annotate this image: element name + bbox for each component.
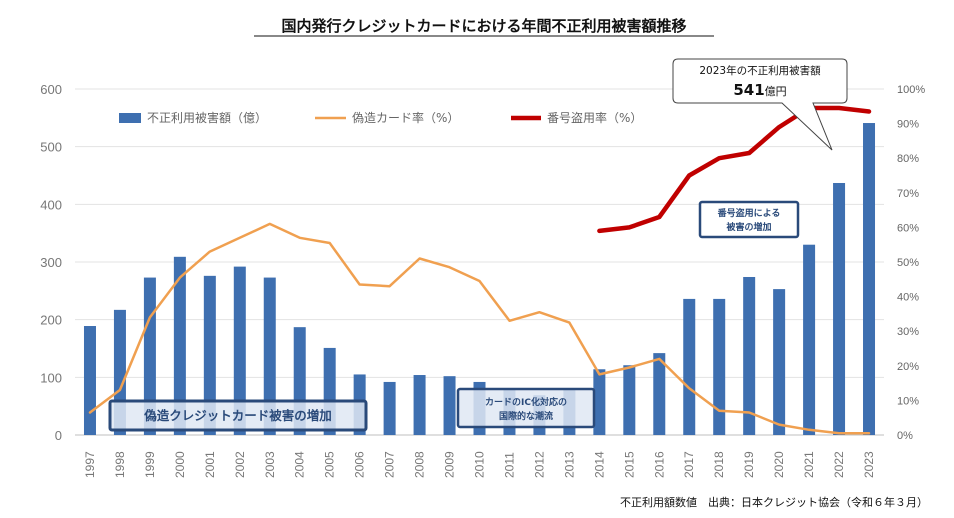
- bar: [863, 123, 876, 436]
- number-theft-line2: 被害の増加: [726, 221, 771, 233]
- callout-unit: 億円: [765, 85, 787, 98]
- bar: [233, 266, 246, 435]
- bar: [443, 376, 456, 435]
- bar: [593, 369, 606, 435]
- ic-trend-box: カードのIC化対応の 国際的な潮流: [456, 387, 596, 429]
- x-tick-label: 2012: [532, 451, 546, 478]
- callout-label: 2023年の不正利用被害額: [699, 64, 821, 77]
- x-tick-label: 2006: [353, 451, 367, 478]
- right-tick-label: 40%: [897, 292, 919, 304]
- x-tick-label: 2003: [263, 451, 277, 478]
- x-tick-label: 2002: [233, 451, 247, 478]
- right-tick-label: 100%: [897, 84, 925, 96]
- right-tick-label: 90%: [897, 119, 919, 131]
- x-tick-label: 2008: [413, 451, 427, 478]
- x-tick-label: 2015: [622, 451, 636, 478]
- legend-swatch-bar: [119, 113, 141, 123]
- x-tick-label: 2010: [473, 451, 487, 478]
- x-tick-label: 2000: [173, 451, 187, 478]
- counterfeit-increase-label: 偽造クレジットカード被害の増加: [143, 408, 332, 423]
- legend-label-theft: 番号盗用率（%）: [547, 110, 642, 125]
- x-tick-label: 2019: [742, 451, 756, 478]
- x-axis: 1997 1998 1999 2000 2001 2002 2003 2004 2005 2006…: [83, 451, 876, 478]
- left-tick-label: 100: [40, 370, 62, 385]
- left-tick-label: 400: [40, 197, 62, 212]
- x-tick-label: 2013: [562, 451, 576, 478]
- x-tick-label: 2023: [862, 451, 876, 478]
- right-tick-label: 80%: [897, 153, 919, 165]
- x-tick-label: 2020: [772, 451, 786, 478]
- x-tick-label: 2004: [293, 451, 307, 478]
- bar: [833, 182, 846, 435]
- right-tick-label: 0%: [897, 430, 913, 442]
- x-tick-label: 2016: [652, 451, 666, 478]
- bar: [623, 365, 636, 435]
- right-tick-label: 20%: [897, 361, 919, 373]
- bar: [173, 256, 186, 435]
- counterfeit-rate-line: [88, 222, 871, 435]
- left-axis: 0 100 200 300 400 500 600: [40, 82, 62, 443]
- x-tick-label: 2007: [383, 451, 397, 478]
- callout-value-line: 541億円: [733, 81, 786, 99]
- ic-trend-line1: カードのIC化対応の: [485, 396, 567, 408]
- x-tick-label: 2022: [832, 451, 846, 478]
- legend: 不正利用被害額（億） 偽造カード率（%） 番号盗用率（%）: [119, 110, 642, 125]
- x-tick-label: 1997: [83, 451, 97, 478]
- left-tick-label: 200: [40, 313, 62, 328]
- chart-title: 国内発行クレジットカードにおける年間不正利用被害額推移: [281, 17, 686, 35]
- callout-value: 541: [733, 81, 764, 99]
- bar: [203, 275, 216, 435]
- bar: [83, 326, 96, 435]
- number-theft-line1: 番号盗用による: [717, 207, 781, 219]
- bar: [143, 277, 156, 435]
- left-tick-label: 0: [55, 428, 62, 443]
- right-tick-label: 70%: [897, 188, 919, 200]
- bar: [683, 298, 696, 435]
- line-series: [88, 105, 872, 435]
- number-theft-rate-line: [597, 105, 872, 234]
- x-tick-label: 2021: [802, 451, 816, 478]
- right-tick-label: 30%: [897, 326, 919, 338]
- x-tick-label: 1999: [143, 451, 157, 478]
- right-axis: 0% 10% 20% 30% 40% 50% 60% 70% 80% 90% 100%: [897, 84, 925, 442]
- left-tick-label: 500: [40, 140, 62, 155]
- bar: [413, 375, 426, 435]
- ic-trend-line2: 国際的な潮流: [499, 410, 553, 422]
- x-tick-label: 2018: [712, 451, 726, 478]
- bar: [713, 298, 726, 435]
- legend-label-counterfeit: 偽造カード率（%）: [352, 110, 459, 125]
- bar: [743, 276, 756, 435]
- callout-2023: 2023年の不正利用被害額 541億円: [672, 58, 848, 151]
- counterfeit-increase-box: 偽造クレジットカード被害の増加: [108, 399, 368, 432]
- left-tick-label: 300: [40, 255, 62, 270]
- source-note: 不正利用額数値 出典：日本クレジット協会（令和６年３月）: [620, 495, 928, 509]
- x-tick-label: 2014: [592, 451, 606, 478]
- legend-label-bar: 不正利用被害額（億）: [147, 110, 267, 125]
- bar: [263, 277, 276, 435]
- x-tick-label: 2009: [443, 451, 457, 478]
- x-tick-label: 2005: [323, 451, 337, 478]
- x-tick-label: 2017: [682, 451, 696, 478]
- x-tick-label: 2001: [203, 451, 217, 478]
- bar: [803, 244, 816, 435]
- right-tick-label: 50%: [897, 257, 919, 269]
- left-tick-label: 600: [40, 82, 62, 97]
- x-tick-label: 1998: [113, 451, 127, 478]
- bar: [653, 353, 666, 435]
- number-theft-box: 番号盗用による 被害の増加: [698, 200, 800, 239]
- right-tick-label: 60%: [897, 222, 919, 234]
- bar: [383, 381, 396, 435]
- right-tick-label: 10%: [897, 395, 919, 407]
- x-tick-label: 2011: [502, 452, 516, 478]
- bar: [773, 289, 786, 435]
